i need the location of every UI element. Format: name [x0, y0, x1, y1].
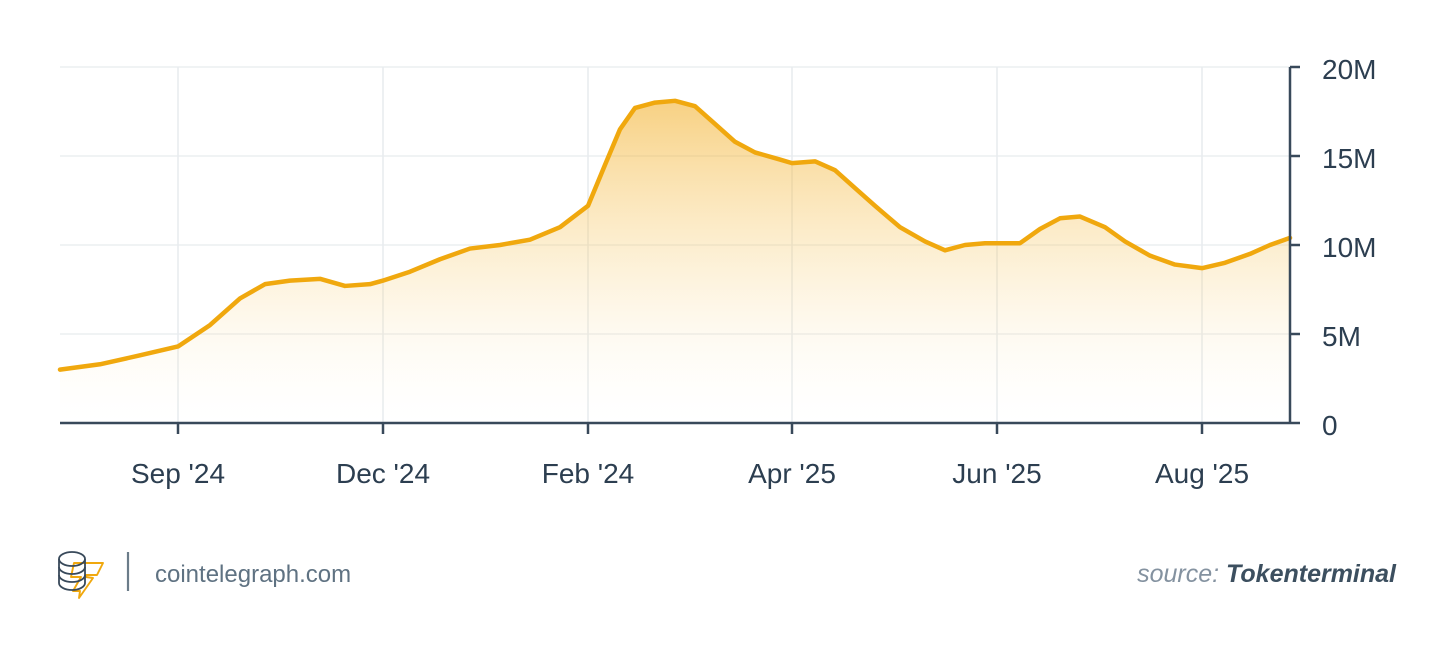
- svg-text:10M: 10M: [1322, 232, 1376, 263]
- svg-text:source: Tokenterminal: source: Tokenterminal: [1137, 560, 1397, 588]
- svg-text:Sep '24: Sep '24: [131, 458, 225, 489]
- svg-text:Aug '25: Aug '25: [1155, 458, 1249, 489]
- svg-text:Apr '25: Apr '25: [748, 458, 836, 489]
- svg-text:Jun '25: Jun '25: [952, 458, 1041, 489]
- svg-text:5M: 5M: [1322, 321, 1361, 352]
- svg-text:cointelegraph.com: cointelegraph.com: [155, 561, 351, 588]
- svg-text:Dec '24: Dec '24: [336, 458, 430, 489]
- svg-text:Feb '24: Feb '24: [542, 458, 635, 489]
- svg-text:15M: 15M: [1322, 143, 1376, 174]
- svg-text:0: 0: [1322, 410, 1338, 441]
- svg-text:20M: 20M: [1322, 54, 1376, 85]
